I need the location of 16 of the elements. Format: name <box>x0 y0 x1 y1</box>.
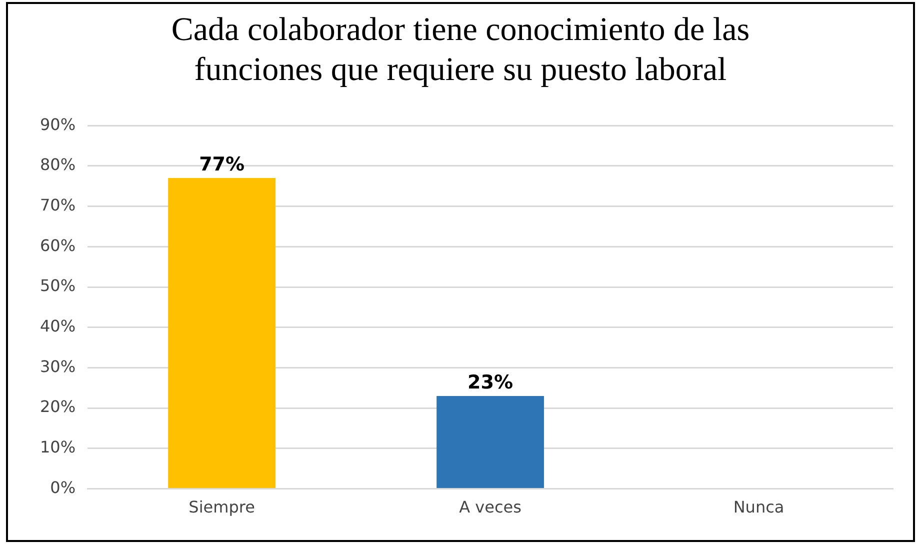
y-tick-label: 0% <box>50 478 76 497</box>
data-label: 77% <box>199 154 245 176</box>
x-tick-label: Nunca <box>733 498 784 517</box>
y-tick-label: 40% <box>40 316 76 336</box>
y-tick-label: 80% <box>40 155 76 174</box>
y-tick-label: 20% <box>40 397 76 416</box>
y-tick-label: 50% <box>40 276 76 296</box>
y-tick-label: 70% <box>40 195 76 214</box>
y-tick-label: 30% <box>40 356 76 376</box>
data-label: 23% <box>468 371 514 394</box>
chart-title: Cada colaborador tiene conocimiento de las funciones que requiere su puesto laboral <box>170 11 751 90</box>
y-tick-label: 10% <box>40 438 76 457</box>
x-tick-label: A veces <box>459 498 522 517</box>
y-tick-label: 60% <box>40 236 76 255</box>
y-tick-label: 90% <box>40 114 76 134</box>
x-tick-label: Siempre <box>188 498 255 517</box>
